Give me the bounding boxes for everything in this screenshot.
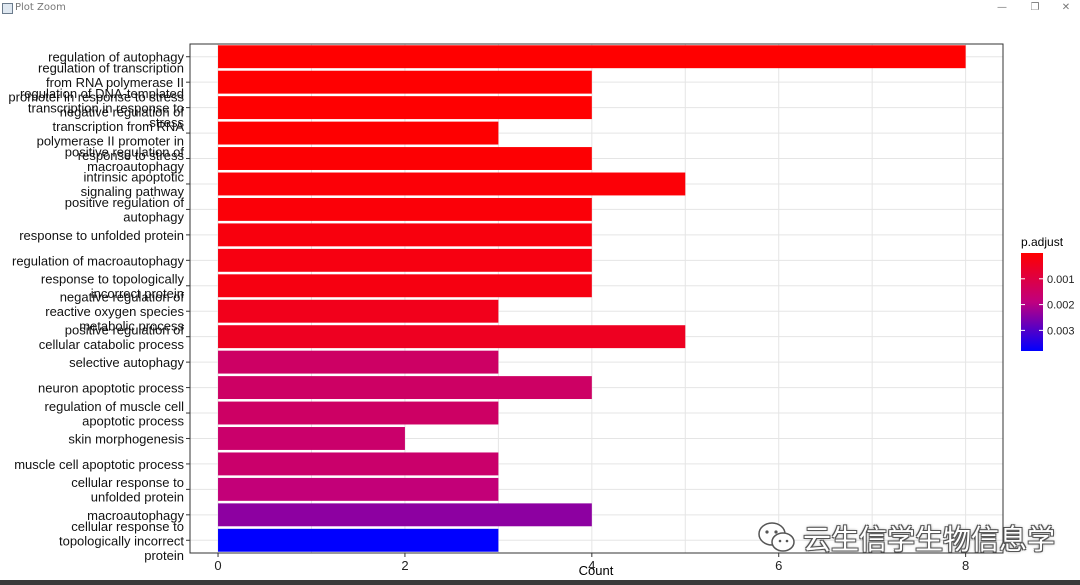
window-titlebar: Plot Zoom — ❐ ✕ (0, 0, 1080, 18)
x-tick-label: 2 (401, 558, 408, 573)
y-axis-label: regulation of muscle cell (45, 399, 185, 414)
y-axis-label: transcription in response to (28, 101, 184, 116)
y-axis-label: intrinsic apoptotic (84, 170, 185, 185)
bar (218, 197, 592, 221)
y-axis-label: macroautophagy (87, 159, 184, 174)
y-axis-label: negative regulation of (60, 104, 185, 119)
bar (218, 147, 592, 170)
x-axis-ticks: 0 2 4 6 8 (214, 553, 969, 573)
y-axis-label: metabolic process (79, 319, 184, 334)
y-axis-label: cellular response to (71, 519, 184, 534)
app-window-icon (2, 3, 13, 14)
y-axis-label: cellular catabolic process (39, 337, 185, 352)
y-axis-label: regulation of macroautophagy (12, 253, 185, 268)
y-axis-label: cellular response to (71, 475, 184, 490)
y-axis-label: autophagy (123, 210, 184, 225)
grid-lines (190, 44, 1003, 553)
y-axis-label: response to unfolded protein (19, 228, 184, 243)
bar (218, 325, 686, 349)
y-axis-label: selective autophagy (69, 355, 184, 370)
wechat-icon (758, 522, 795, 552)
legend-tick-label: 0.003 (1047, 325, 1075, 337)
y-axis-label: polymerase II promoter in (37, 133, 184, 148)
y-axis-label: muscle cell apoptotic process (14, 457, 184, 472)
legend-colorbar (1021, 253, 1043, 351)
y-axis-label: response to stress (78, 148, 185, 163)
y-axis-label: positive regulation of (65, 144, 185, 159)
y-axis-label: incorrect protein (91, 286, 184, 301)
y-axis-label: positive regulation of (65, 322, 185, 337)
bar (218, 401, 499, 425)
y-axis-label: regulation of DNA-templated (20, 86, 184, 101)
y-axis-label: unfolded protein (91, 490, 184, 505)
bar (218, 45, 966, 69)
window-title: Plot Zoom (15, 2, 66, 13)
bar (218, 503, 592, 527)
y-axis-label: skin morphogenesis (68, 431, 184, 446)
y-axis-label: macroautophagy (87, 508, 184, 523)
bar (218, 274, 592, 298)
x-tick-label: 6 (775, 558, 782, 573)
minimize-button[interactable]: — (997, 2, 1007, 13)
bar (218, 350, 499, 374)
y-axis-label: neuron apoptotic process (38, 381, 184, 396)
y-axis-label: stress (149, 115, 184, 130)
plot-panel-border (189, 43, 1004, 554)
y-axis-label: promoter in response to stress (8, 90, 184, 105)
legend-tick-label: 0.002 (1047, 300, 1075, 312)
bar (218, 121, 499, 145)
x-tick-label: 0 (214, 558, 221, 573)
y-axis-label: transcription from RNA (53, 119, 185, 134)
y-axis-label: apoptotic process (82, 413, 184, 428)
y-axis-label: response to topologically (41, 272, 185, 287)
legend-tick-label: 0.001 (1047, 274, 1075, 286)
bar (218, 528, 499, 552)
x-axis-title: Count (579, 563, 614, 578)
y-axis-label: positive regulation of (65, 195, 185, 210)
y-axis-label: reactive oxygen species (45, 304, 184, 319)
watermark-text: 云生信学生物信息学 (803, 523, 1056, 556)
window-bottom-edge (0, 580, 1080, 585)
y-axis-label: from RNA polymerase II (46, 75, 184, 90)
bar (218, 427, 405, 450)
x-tick-label: 4 (588, 558, 595, 573)
x-tick-label: 8 (962, 558, 969, 573)
close-button[interactable]: ✕ (1061, 2, 1071, 13)
y-axis-label: protein (144, 548, 184, 563)
bar (218, 299, 499, 323)
y-axis-label: topologically incorrect (59, 533, 184, 548)
y-axis-label: signaling pathway (81, 184, 185, 199)
y-axis-label: regulation of autophagy (48, 50, 184, 65)
bar (218, 96, 592, 120)
y-axis-label: negative regulation of (60, 290, 185, 305)
legend: p.adjust 0.001 0.002 0.003 (1021, 235, 1075, 351)
bar (218, 452, 499, 476)
bar (218, 70, 592, 94)
bar (218, 223, 592, 247)
watermark: 云生信学生物信息学 (757, 520, 1055, 556)
bar (218, 172, 686, 196)
bars (218, 45, 966, 552)
y-axis-label: regulation of transcription (38, 61, 184, 76)
bar (218, 376, 592, 400)
bar (218, 477, 499, 501)
maximize-button[interactable]: ❐ (1030, 2, 1040, 13)
bar (218, 248, 592, 272)
legend-title: p.adjust (1021, 235, 1064, 249)
